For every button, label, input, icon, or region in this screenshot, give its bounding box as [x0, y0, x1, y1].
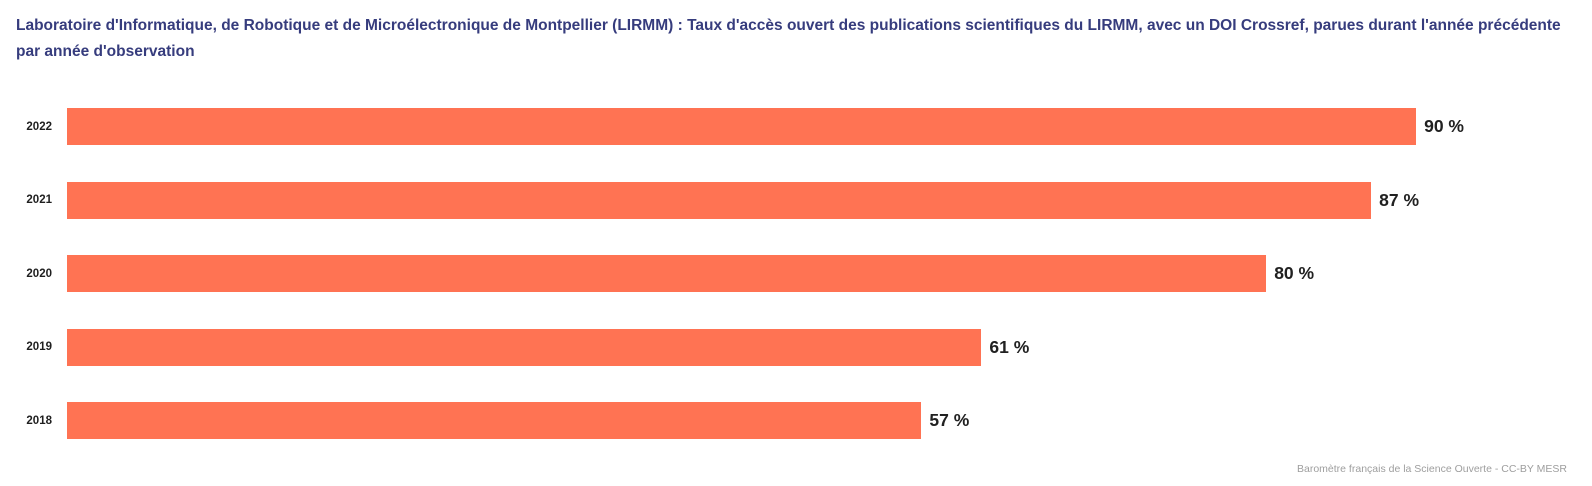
- bar[interactable]: [67, 402, 922, 440]
- year-label: 2020: [26, 267, 52, 280]
- bar[interactable]: [67, 255, 1267, 293]
- bar-chart: 2022 90 % 2021 87 % 2020 80 % 2019 61 % 2018 57 %: [0, 90, 1592, 458]
- bar[interactable]: [67, 328, 982, 366]
- value-label: 80 %: [1274, 263, 1315, 284]
- attribution-footer: Baromètre français de la Science Ouverte…: [1297, 463, 1567, 475]
- chart-row: 2019 61 %: [0, 311, 1592, 385]
- chart-row: 2022 90 %: [0, 90, 1592, 164]
- year-label: 2022: [26, 120, 52, 133]
- year-label: 2018: [26, 414, 52, 427]
- value-label: 90 %: [1424, 116, 1464, 137]
- value-label: 61 %: [989, 336, 1030, 357]
- chart-row: 2020 80 %: [0, 237, 1592, 311]
- value-label: 57 %: [929, 410, 970, 431]
- bar[interactable]: [67, 108, 1417, 146]
- chart-row: 2018 57 %: [0, 384, 1592, 458]
- year-label: 2021: [26, 194, 52, 207]
- year-label: 2019: [26, 341, 52, 354]
- chart-title: Laboratoire d'Informatique, de Robotique…: [16, 17, 1561, 60]
- chart-row: 2021 87 %: [0, 164, 1592, 238]
- value-label: 87 %: [1379, 189, 1420, 210]
- bar[interactable]: [67, 181, 1372, 219]
